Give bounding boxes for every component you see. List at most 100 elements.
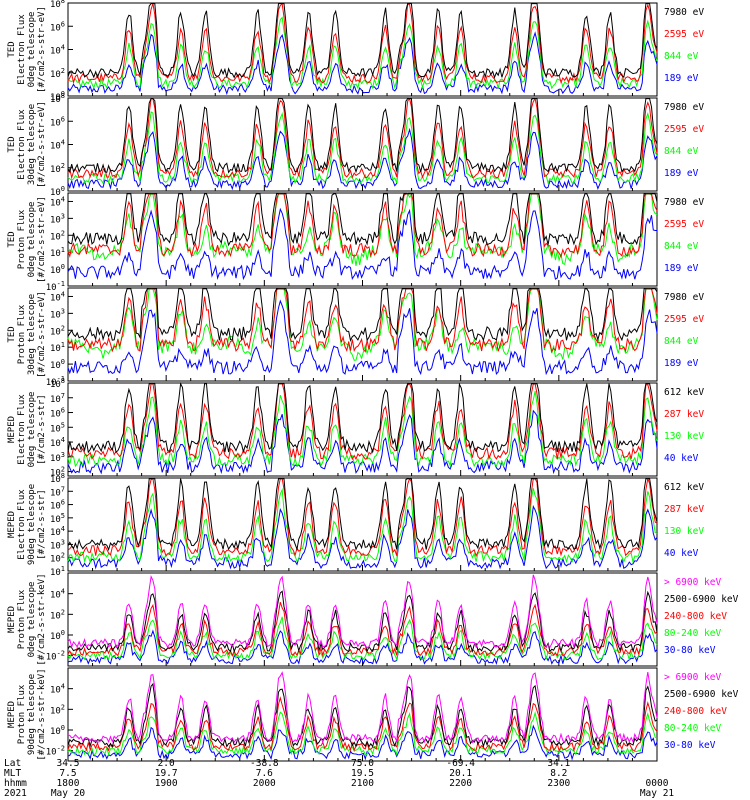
y-tick-label: 103 <box>50 451 65 464</box>
y-tick-label: 104 <box>50 683 65 696</box>
series-2595-ev <box>67 193 658 259</box>
legend-entry: 844 eV <box>664 51 699 62</box>
legend-entry: 844 eV <box>664 241 699 252</box>
x-tick-hhmm: 0000 <box>646 778 669 789</box>
x-tick-lat: -38.8 <box>250 758 279 769</box>
y-tick-label: 102 <box>50 324 65 337</box>
legend-entry: 287 keV <box>664 504 704 515</box>
series-189-ev <box>67 207 657 281</box>
y-axis-label: MEPEDElectron Flux0deg telescope[#/cm2-s… <box>7 392 47 468</box>
x-row-label: MLT <box>4 768 21 779</box>
y-tick-label: 106 <box>50 499 65 512</box>
legend-entry: 80-240 keV <box>664 628 721 639</box>
series-30-80-kev <box>67 724 658 761</box>
y-tick-label: 102 <box>50 552 65 565</box>
legend-entry: 30-80 keV <box>664 740 716 751</box>
legend-entry: 2595 eV <box>664 314 704 325</box>
y-tick-label: 105 <box>50 421 65 434</box>
y-axis-label: MEPEDProton Flux90deg telescope[#/cm2-s-… <box>7 668 47 760</box>
y-tick-label: 108 <box>50 92 65 105</box>
y-tick-label: 106 <box>50 407 65 420</box>
y-tick-label: 104 <box>50 588 65 601</box>
legend-entry: 189 eV <box>664 168 699 179</box>
y-tick-label: 101 <box>50 341 65 354</box>
x-tick-lat: 2.0 <box>158 758 175 769</box>
series-30-80-kev <box>67 629 658 666</box>
legend-entry: 189 eV <box>664 73 699 84</box>
legend-entry: 7980 eV <box>664 292 704 303</box>
legend-entry: 7980 eV <box>664 102 704 113</box>
series-2595-ev <box>67 97 658 180</box>
y-tick-label: 104 <box>50 195 65 208</box>
legend-entry: 130 keV <box>664 526 704 537</box>
series--6900-kev <box>67 574 658 649</box>
legend-entry: 844 eV <box>664 336 699 347</box>
legend-entry: 40 keV <box>664 548 699 559</box>
x-row-label: 2021 <box>4 788 27 799</box>
x-tick-mlt: 19.5 <box>351 768 374 779</box>
x-tick-lat: 75.0 <box>351 758 374 769</box>
series-612-kev <box>67 381 658 454</box>
y-tick-label: 103 <box>50 307 65 320</box>
legend-entry: 2500-6900 keV <box>664 594 739 605</box>
series--6900-kev <box>67 671 658 744</box>
legend-entry: 2595 eV <box>664 219 704 230</box>
legend-entry: > 6900 keV <box>664 672 721 683</box>
series-80-240-kev <box>67 616 658 662</box>
series-40-kev <box>67 504 658 570</box>
y-tick-label: 100 <box>50 724 65 737</box>
y-tick-label: 102 <box>50 162 65 175</box>
legend-entry: 612 keV <box>664 387 704 398</box>
y-tick-label: 108 <box>50 0 65 10</box>
legend-entry: 130 keV <box>664 431 704 442</box>
series-287-kev <box>67 382 658 461</box>
x-tick-mlt: 20.1 <box>449 768 472 779</box>
y-axis-label: MEPEDProton Flux0deg telescope[#/cm2-s-s… <box>7 573 47 665</box>
legend-entry: 30-80 keV <box>664 645 716 656</box>
series-7980-ev <box>67 3 658 79</box>
series-844-ev <box>67 192 658 266</box>
series-189-ev <box>67 299 658 376</box>
legend-entry: 2595 eV <box>664 29 704 40</box>
x-tick-hhmm: 2100 <box>351 778 374 789</box>
x-tick-date: May 20 <box>51 788 86 799</box>
x-tick-date: May 21 <box>640 788 675 799</box>
x-tick-hhmm: 1900 <box>155 778 178 789</box>
x-tick-lat: 34.1 <box>547 758 570 769</box>
y-tick-label: 101 <box>50 246 65 259</box>
y-tick-label: 103 <box>50 212 65 225</box>
y-axis-label: TEDElectron Flux0deg telescope[#/cm2-s-s… <box>7 6 47 93</box>
y-tick-label: 104 <box>50 436 65 449</box>
series-612-kev <box>67 478 658 552</box>
y-axis-label: MEPEDElectron Flux90deg telescope[#/cm2-… <box>7 484 47 565</box>
legend-entry: 40 keV <box>664 453 699 464</box>
x-tick-mlt: 8.2 <box>550 768 567 779</box>
y-tick-label: 100 <box>50 629 65 642</box>
y-tick-label: 103 <box>50 538 65 551</box>
legend-entry: 240-800 keV <box>664 706 727 717</box>
x-tick-hhmm: 1800 <box>57 778 80 789</box>
y-tick-label: 107 <box>50 392 65 405</box>
series-7980-ev <box>67 193 658 247</box>
x-tick-mlt: 7.6 <box>256 768 273 779</box>
y-axis-label: TEDElectron Flux30deg telescope[#/cm2-s-… <box>7 101 47 188</box>
legend-entry: 240-800 keV <box>664 611 727 622</box>
y-tick-label: 100 <box>50 90 65 103</box>
y-tick-label: 104 <box>50 290 65 303</box>
legend-entry: 2500-6900 keV <box>664 689 739 700</box>
series-130-kev <box>67 390 658 468</box>
y-tick-label: 100 <box>50 263 65 276</box>
y-axis-label: TEDProton Flux0deg telescope[#/cm2-s-str… <box>7 196 47 283</box>
y-tick-label: 108 <box>50 472 65 485</box>
legend-entry: 287 keV <box>664 409 704 420</box>
x-tick-lat: -69.4 <box>446 758 475 769</box>
y-tick-label: 100 <box>50 185 65 198</box>
y-tick-label: 10-1 <box>46 375 65 388</box>
